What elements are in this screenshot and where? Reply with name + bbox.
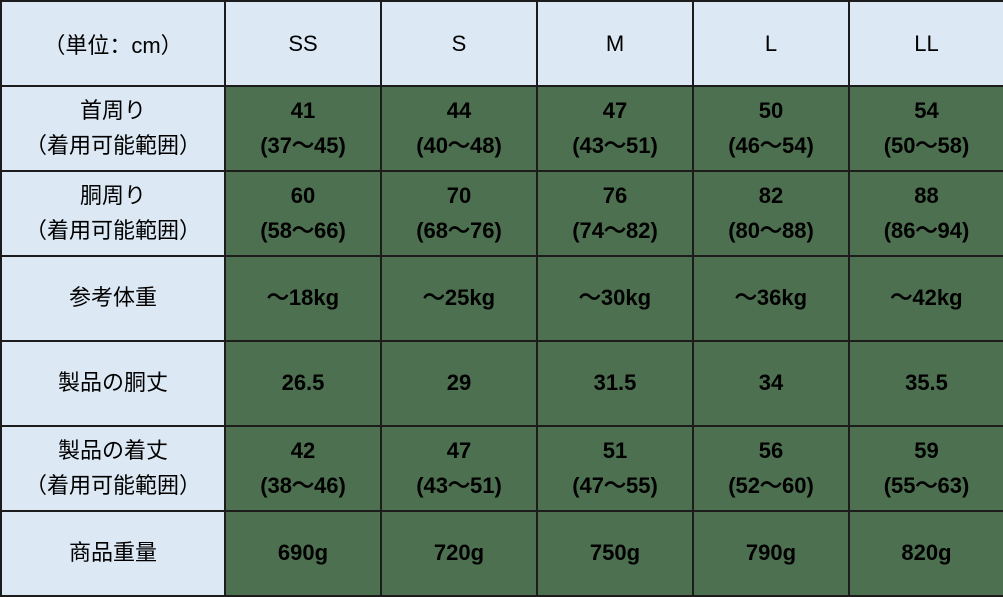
value-cell: 41 (37〜45) bbox=[224, 85, 382, 172]
table-row-product-body-length: 製品の胴丈 26.5 29 31.5 34 35.5 bbox=[0, 340, 1003, 427]
value-cell: 60 (58〜66) bbox=[224, 170, 382, 257]
value-cell: 34 bbox=[692, 340, 850, 427]
value-cell: 50 (46〜54) bbox=[692, 85, 850, 172]
value-cell: 47 (43〜51) bbox=[536, 85, 694, 172]
value-cell: 31.5 bbox=[536, 340, 694, 427]
value-cell: 56 (52〜60) bbox=[692, 425, 850, 512]
column-header-ss: SS bbox=[224, 0, 382, 87]
table-row-reference-weight: 参考体重 〜18kg 〜25kg 〜30kg 〜36kg 〜42kg bbox=[0, 255, 1003, 342]
value-cell: 70 (68〜76) bbox=[380, 170, 538, 257]
value-cell: 51 (47〜55) bbox=[536, 425, 694, 512]
value-cell: 750g bbox=[536, 510, 694, 597]
value-cell: 88 (86〜94) bbox=[848, 170, 1003, 257]
value-cell: 59 (55〜63) bbox=[848, 425, 1003, 512]
value-cell: 26.5 bbox=[224, 340, 382, 427]
column-header-s: S bbox=[380, 0, 538, 87]
value-cell: 76 (74〜82) bbox=[536, 170, 694, 257]
row-label-product-body-length: 製品の胴丈 bbox=[0, 340, 226, 427]
value-cell: 〜42kg bbox=[848, 255, 1003, 342]
value-cell: 42 (38〜46) bbox=[224, 425, 382, 512]
table-row-neck-girth: 首周り （着用可能範囲） 41 (37〜45) 44 (40〜48) 47 (4… bbox=[0, 85, 1003, 172]
value-cell: 44 (40〜48) bbox=[380, 85, 538, 172]
column-header-m: M bbox=[536, 0, 694, 87]
value-cell: 790g bbox=[692, 510, 850, 597]
value-cell: 〜25kg bbox=[380, 255, 538, 342]
table-row-product-weight: 商品重量 690g 720g 750g 790g 820g bbox=[0, 510, 1003, 597]
value-cell: 35.5 bbox=[848, 340, 1003, 427]
column-header-l: L bbox=[692, 0, 850, 87]
row-label-reference-weight: 参考体重 bbox=[0, 255, 226, 342]
row-label-product-wear-length: 製品の着丈 （着用可能範囲） bbox=[0, 425, 226, 512]
table-row-product-wear-length: 製品の着丈 （着用可能範囲） 42 (38〜46) 47 (43〜51) 51 … bbox=[0, 425, 1003, 512]
value-cell: 720g bbox=[380, 510, 538, 597]
row-label-product-weight: 商品重量 bbox=[0, 510, 226, 597]
value-cell: 〜36kg bbox=[692, 255, 850, 342]
value-cell: 〜30kg bbox=[536, 255, 694, 342]
header-row: （単位：cm） SS S M L LL bbox=[0, 0, 1003, 87]
row-label-body-girth: 胴周り （着用可能範囲） bbox=[0, 170, 226, 257]
value-cell: 690g bbox=[224, 510, 382, 597]
value-cell: 820g bbox=[848, 510, 1003, 597]
value-cell: 29 bbox=[380, 340, 538, 427]
column-header-ll: LL bbox=[848, 0, 1003, 87]
unit-label-cell: （単位：cm） bbox=[0, 0, 226, 87]
table-row-body-girth: 胴周り （着用可能範囲） 60 (58〜66) 70 (68〜76) 76 (7… bbox=[0, 170, 1003, 257]
value-cell: 47 (43〜51) bbox=[380, 425, 538, 512]
row-label-neck-girth: 首周り （着用可能範囲） bbox=[0, 85, 226, 172]
value-cell: 54 (50〜58) bbox=[848, 85, 1003, 172]
value-cell: 〜18kg bbox=[224, 255, 382, 342]
value-cell: 82 (80〜88) bbox=[692, 170, 850, 257]
